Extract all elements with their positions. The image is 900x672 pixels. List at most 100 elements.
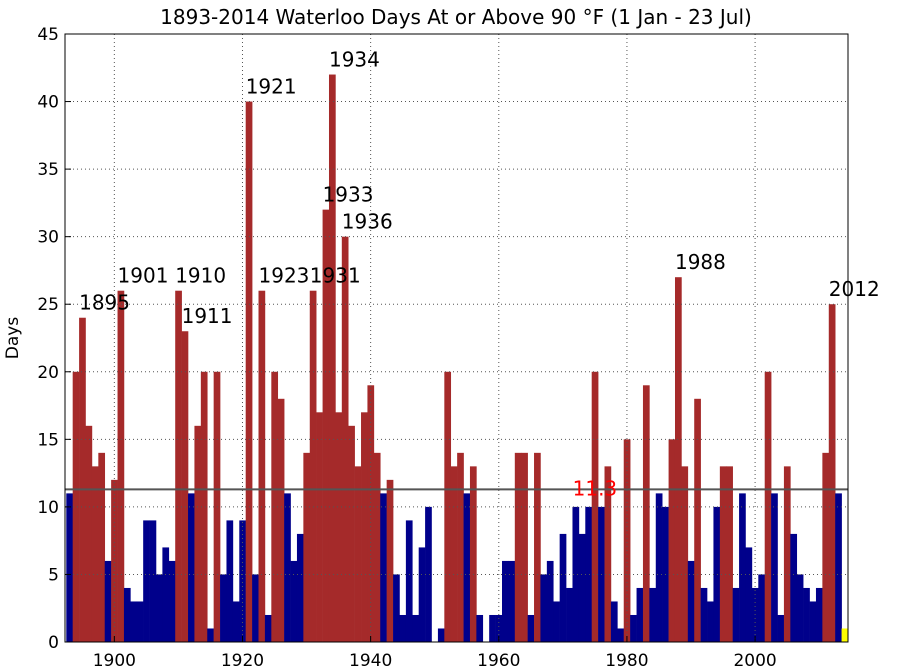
bar xyxy=(540,574,548,642)
bar xyxy=(783,466,791,642)
bar xyxy=(123,587,131,642)
bar xyxy=(437,628,445,642)
bar xyxy=(226,520,234,642)
y-tick-label: 0 xyxy=(48,633,59,653)
bar xyxy=(303,452,311,642)
annotation: 1933 xyxy=(323,183,374,207)
y-tick-label: 25 xyxy=(37,295,59,315)
bar xyxy=(85,425,93,642)
bar xyxy=(476,614,484,642)
bar xyxy=(822,452,830,642)
bar xyxy=(591,371,599,642)
y-tick-label: 45 xyxy=(37,25,59,45)
bar xyxy=(367,385,375,642)
bar xyxy=(841,628,849,642)
bar xyxy=(803,587,810,642)
bar xyxy=(444,371,452,642)
bar xyxy=(559,533,567,642)
bar xyxy=(143,520,150,642)
bar xyxy=(412,614,419,642)
bar xyxy=(636,587,644,642)
bar xyxy=(79,317,86,642)
bar xyxy=(642,385,650,642)
annotation: 1910 xyxy=(175,264,226,288)
bar xyxy=(188,493,195,642)
bar xyxy=(674,277,682,642)
bar xyxy=(572,506,580,642)
bar xyxy=(809,601,817,642)
bar xyxy=(835,493,842,642)
bar xyxy=(521,452,528,642)
y-tick-label: 20 xyxy=(37,363,59,383)
bar xyxy=(495,614,503,642)
bar xyxy=(585,506,592,642)
y-tick-label: 35 xyxy=(37,160,59,180)
bar xyxy=(457,452,464,642)
bar xyxy=(739,493,746,642)
annotation: 1988 xyxy=(675,250,726,274)
bar xyxy=(649,587,657,642)
bar xyxy=(380,493,387,642)
bar xyxy=(258,290,266,642)
bar xyxy=(425,506,432,642)
bar xyxy=(175,290,182,642)
bar xyxy=(181,331,189,642)
bar xyxy=(220,574,227,642)
annotation: 1901 xyxy=(118,264,169,288)
bar xyxy=(681,466,689,642)
bar xyxy=(713,506,721,642)
bar xyxy=(232,601,240,642)
bar xyxy=(98,452,106,642)
bar xyxy=(610,601,618,642)
bar xyxy=(277,398,285,642)
bar xyxy=(104,560,112,642)
bar xyxy=(553,601,560,642)
bar xyxy=(815,587,823,642)
x-tick-label: 1960 xyxy=(477,651,520,671)
bar xyxy=(117,290,125,642)
bar xyxy=(200,371,208,642)
bar xyxy=(578,533,586,642)
y-tick-label: 5 xyxy=(48,565,59,585)
bar xyxy=(393,574,400,642)
bar xyxy=(719,466,727,642)
bar xyxy=(700,587,708,642)
y-tick-label: 30 xyxy=(37,228,59,248)
bar xyxy=(796,574,804,642)
bar xyxy=(252,574,259,642)
bar xyxy=(361,412,368,642)
bar xyxy=(72,371,80,642)
bar xyxy=(284,493,291,642)
bar xyxy=(348,425,355,642)
bar xyxy=(290,560,298,642)
x-tick-label: 1920 xyxy=(221,651,264,671)
annotation: 1936 xyxy=(342,210,393,234)
bar xyxy=(687,560,695,642)
bar xyxy=(546,560,554,642)
bar xyxy=(271,371,279,642)
annotation: 1911 xyxy=(182,304,233,328)
x-tick-label: 1980 xyxy=(605,651,648,671)
bar xyxy=(527,614,535,642)
bar xyxy=(630,614,637,642)
annotation: 1923 xyxy=(259,264,310,288)
bar xyxy=(501,560,509,642)
bar xyxy=(309,290,317,642)
bar xyxy=(450,466,458,642)
bar xyxy=(771,493,778,642)
bar xyxy=(66,493,73,642)
bar xyxy=(566,587,573,642)
bar xyxy=(777,614,785,642)
bar xyxy=(316,412,323,642)
annotation: 1931 xyxy=(310,264,361,288)
annotation: 2012 xyxy=(829,277,880,301)
annotation: 1921 xyxy=(246,75,297,99)
bar xyxy=(623,439,631,642)
bar xyxy=(508,560,516,642)
y-tick-label: 10 xyxy=(37,498,59,518)
annotation: 1934 xyxy=(329,48,380,72)
bar xyxy=(463,493,471,642)
bar xyxy=(111,479,118,642)
plot-frame xyxy=(64,33,849,643)
